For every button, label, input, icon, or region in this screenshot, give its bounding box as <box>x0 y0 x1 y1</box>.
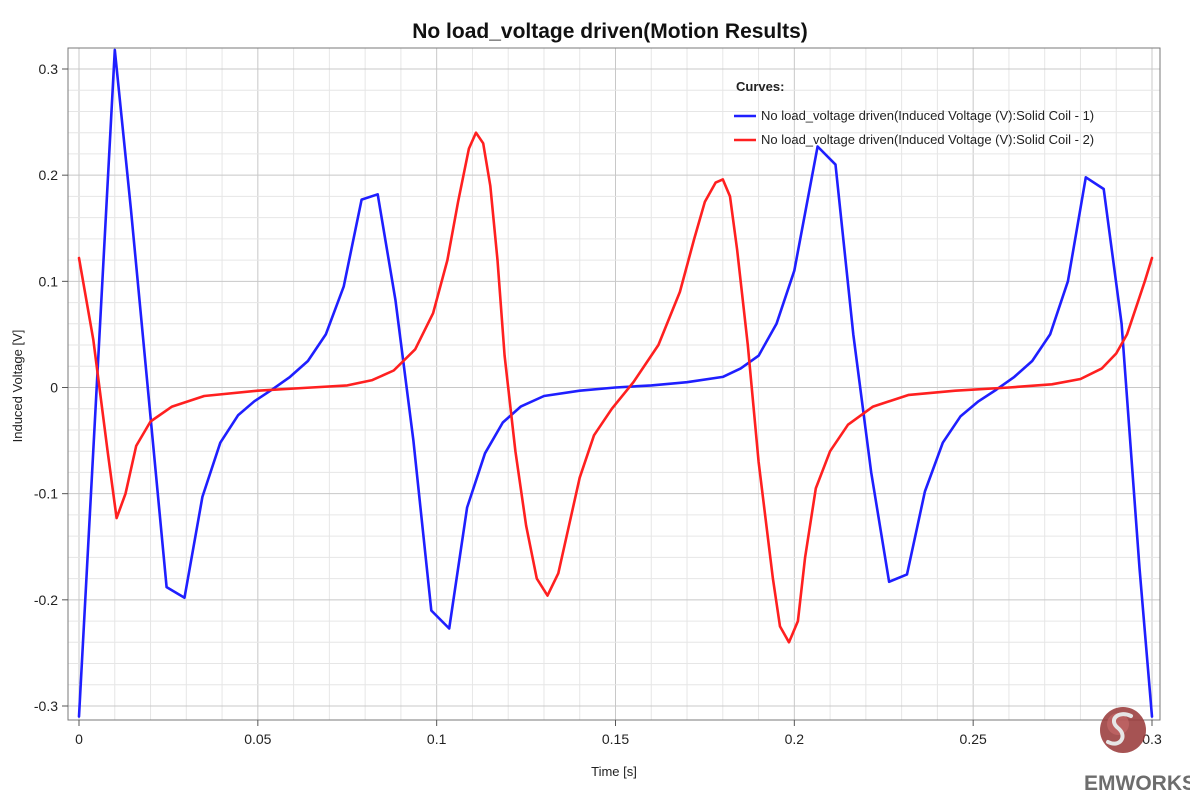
chart-title: No load_voltage driven(Motion Results) <box>412 20 808 43</box>
emworks-logo: EMWORKS <box>1084 707 1190 795</box>
legend-title: Curves: <box>736 79 784 94</box>
x-tick-label: 0.25 <box>960 731 987 747</box>
legend-entry-1: No load_voltage driven(Induced Voltage (… <box>761 108 1094 123</box>
legend: Curves: No load_voltage driven(Induced V… <box>734 79 1094 147</box>
legend-entry-2: No load_voltage driven(Induced Voltage (… <box>761 132 1094 147</box>
grid <box>68 48 1160 720</box>
x-tick-label: 0.2 <box>785 731 805 747</box>
y-tick-label: 0.1 <box>39 273 59 289</box>
x-tick-label: 0.3 <box>1142 731 1162 747</box>
logo-text: EMWORKS <box>1084 772 1190 795</box>
plot-frame <box>67 47 1161 721</box>
y-tick-label: 0.2 <box>39 167 59 183</box>
x-tick-label: 0.15 <box>602 731 629 747</box>
y-tick-label: 0 <box>50 380 58 396</box>
series-line-2 <box>77 131 1154 644</box>
y-tick-label: -0.3 <box>34 698 58 714</box>
series-group <box>77 48 1154 718</box>
x-tick-label: 0.1 <box>427 731 447 747</box>
y-tick-label: -0.1 <box>34 486 58 502</box>
x-axis-label: Time [s] <box>591 764 637 779</box>
y-tick-label: -0.2 <box>34 592 58 608</box>
y-axis-label: Induced Voltage [V] <box>10 330 25 443</box>
x-tick-label: 0.05 <box>244 731 271 747</box>
y-tick-label: 0.3 <box>39 61 59 77</box>
y-axis-ticks: -0.3 -0.2 -0.1 0 0.1 0.2 0.3 <box>34 61 68 714</box>
x-axis-ticks: 0 0.05 0.1 0.15 0.2 0.25 0.3 <box>75 720 1162 747</box>
x-tick-label: 0 <box>75 731 83 747</box>
